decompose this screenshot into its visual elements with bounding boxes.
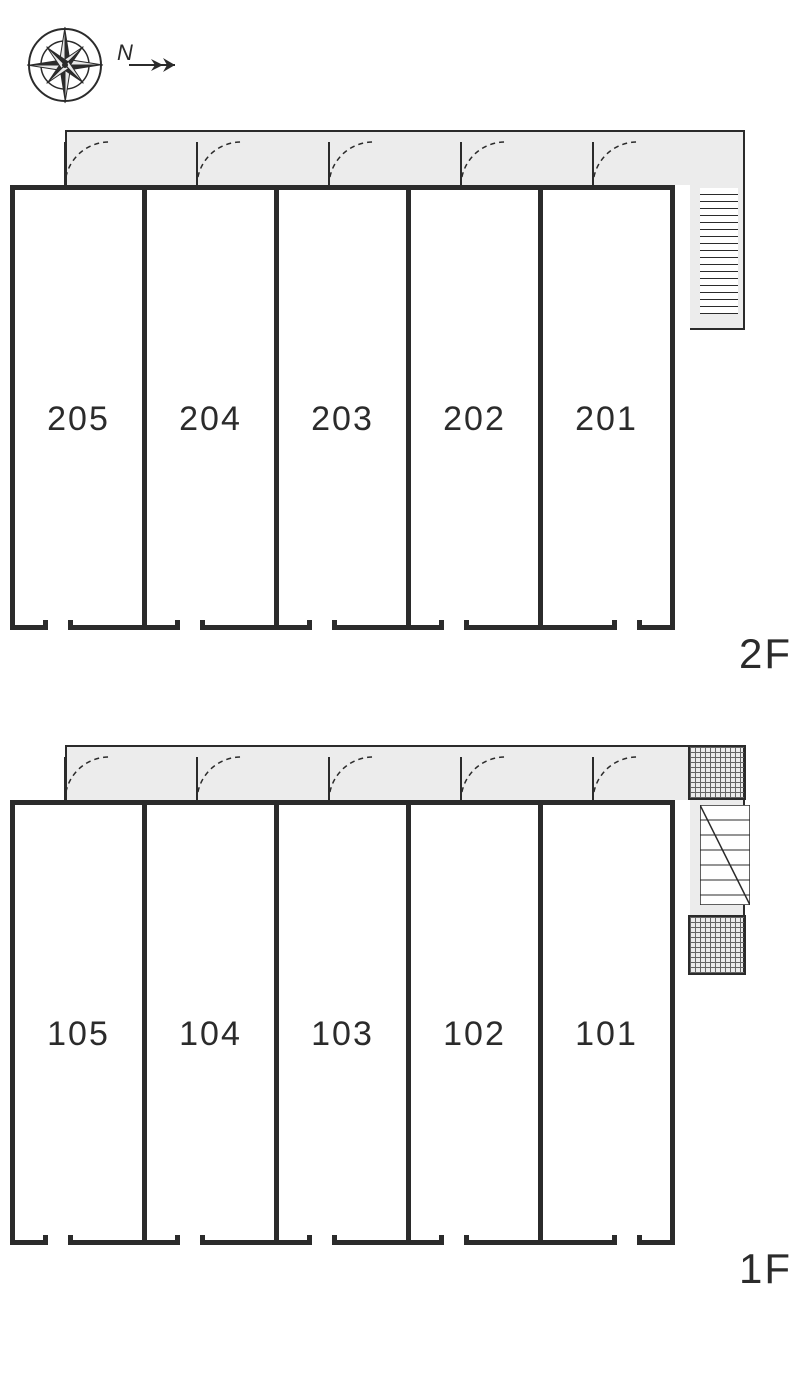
door-arc-icon (65, 142, 109, 186)
unit-label: 103 (279, 1015, 406, 1054)
unit-102: 102 (406, 800, 543, 1245)
unit-label: 204 (147, 400, 274, 439)
unit-label: 101 (543, 1015, 670, 1054)
stairs-1f (700, 805, 750, 910)
corridor-1f (65, 745, 745, 800)
compass-icon: N (25, 20, 185, 115)
door-arc-icon (593, 142, 637, 186)
unit-label: 205 (15, 400, 142, 439)
unit-205: 205 (10, 185, 147, 630)
compass-label: N (117, 40, 133, 65)
unit-label: 203 (279, 400, 406, 439)
door-arc-icon (65, 757, 109, 801)
floor-label-1f: 1F (739, 1245, 792, 1293)
door-arc-icon (593, 757, 637, 801)
door-arc-icon (197, 757, 241, 801)
window-notch (307, 620, 337, 630)
window-notch (43, 620, 73, 630)
window-notch (439, 620, 469, 630)
unit-202: 202 (406, 185, 543, 630)
door-arc-icon (461, 757, 505, 801)
stairs-2f (700, 188, 738, 314)
window-notch (175, 1235, 205, 1245)
door-arc-icon (197, 142, 241, 186)
mesh-area-top (688, 745, 746, 800)
unit-label: 102 (411, 1015, 538, 1054)
unit-105: 105 (10, 800, 147, 1245)
floor-label-2f: 2F (739, 630, 792, 678)
unit-101: 101 (538, 800, 675, 1245)
window-notch (175, 620, 205, 630)
door-arc-icon (329, 757, 373, 801)
unit-label: 104 (147, 1015, 274, 1054)
unit-104: 104 (142, 800, 279, 1245)
window-notch (612, 620, 642, 630)
window-notch (307, 1235, 337, 1245)
unit-label: 202 (411, 400, 538, 439)
unit-201: 201 (538, 185, 675, 630)
unit-204: 204 (142, 185, 279, 630)
unit-203: 203 (274, 185, 411, 630)
door-arc-icon (329, 142, 373, 186)
window-notch (612, 1235, 642, 1245)
mesh-area-bottom (688, 915, 746, 975)
door-arc-icon (461, 142, 505, 186)
units-row-1f: 105 104 103 102 (10, 800, 670, 1245)
window-notch (439, 1235, 469, 1245)
window-notch (43, 1235, 73, 1245)
units-row-2f: 205 204 203 202 (10, 185, 670, 630)
unit-103: 103 (274, 800, 411, 1245)
unit-label: 201 (543, 400, 670, 439)
unit-label: 105 (15, 1015, 142, 1054)
corridor-2f (65, 130, 745, 185)
